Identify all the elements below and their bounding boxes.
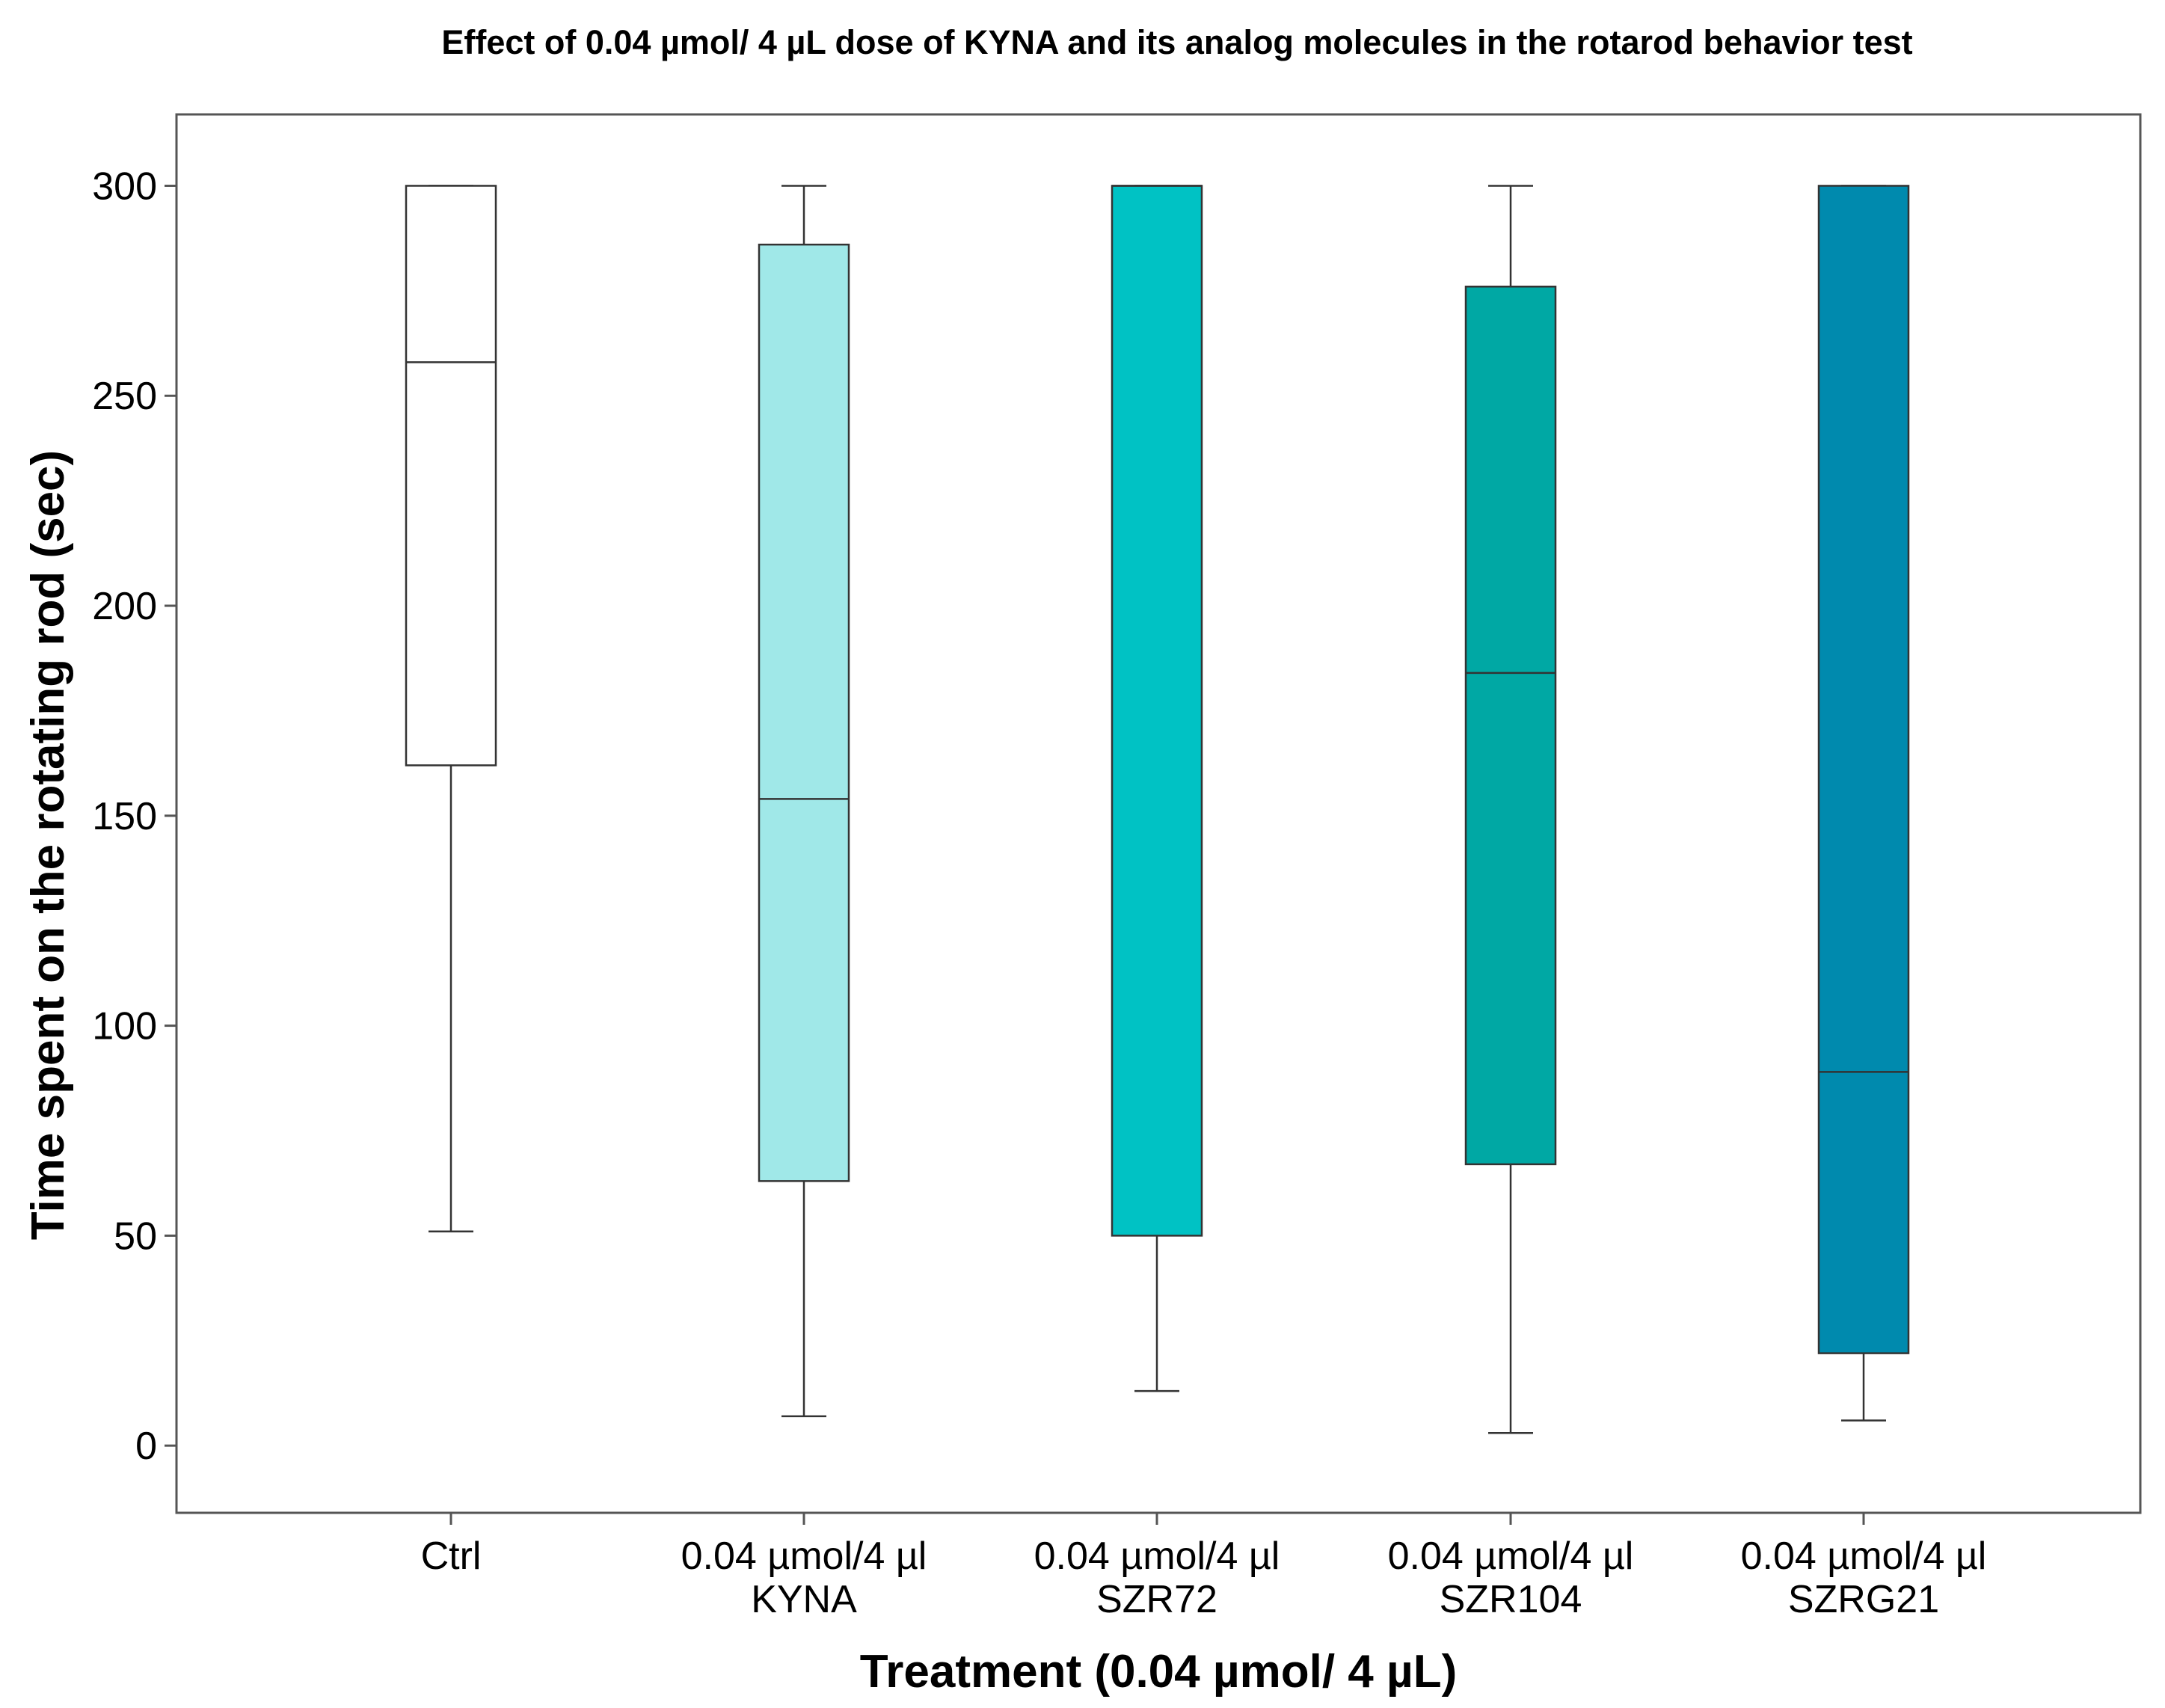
box-iqr: [1111, 185, 1203, 1237]
x-tick-label: SZRG21: [1788, 1578, 1939, 1621]
y-tick-label: 150: [92, 795, 157, 838]
x-tick-label: 0.04 µmol/4 µl: [681, 1535, 927, 1578]
y-tick-label: 200: [92, 585, 157, 628]
x-tick-label: 0.04 µmol/4 µl: [1741, 1535, 1987, 1578]
box-group: [1111, 185, 1203, 1392]
y-tick-label: 50: [114, 1214, 157, 1258]
x-tick-label: SZR72: [1096, 1578, 1217, 1621]
box-series: [405, 185, 1910, 1434]
box-iqr: [1817, 185, 1910, 1354]
box-iqr: [405, 185, 497, 767]
x-tick-label: 0.04 µmol/4 µl: [1034, 1535, 1280, 1578]
y-axis: 0 50 100 150 200 250 300: [92, 165, 176, 1468]
x-axis-title: Treatment (0.04 µmol/ 4 µL): [860, 1646, 1457, 1698]
y-tick-label: 100: [92, 1005, 157, 1048]
y-tick-label: 250: [92, 375, 157, 418]
box-group: [1464, 185, 1557, 1434]
x-tick-label: Ctrl: [421, 1535, 482, 1578]
y-tick-label: 300: [92, 165, 157, 208]
box-group: [405, 185, 497, 1233]
box-group: [758, 185, 850, 1418]
y-axis-title: Time spent on the rotating rod (sec): [22, 450, 74, 1240]
box-group: [1817, 185, 1910, 1422]
y-tick-label: 0: [135, 1425, 157, 1468]
box-iqr: [1464, 285, 1557, 1166]
chart-title: Effect of 0.04 µmol/ 4 µL dose of KYNA a…: [441, 23, 1912, 61]
x-tick-label: SZR104: [1440, 1578, 1582, 1621]
box-iqr: [758, 243, 850, 1182]
x-tick-label: 0.04 µmol/4 µl: [1388, 1535, 1634, 1578]
x-tick-label: KYNA: [751, 1578, 857, 1621]
